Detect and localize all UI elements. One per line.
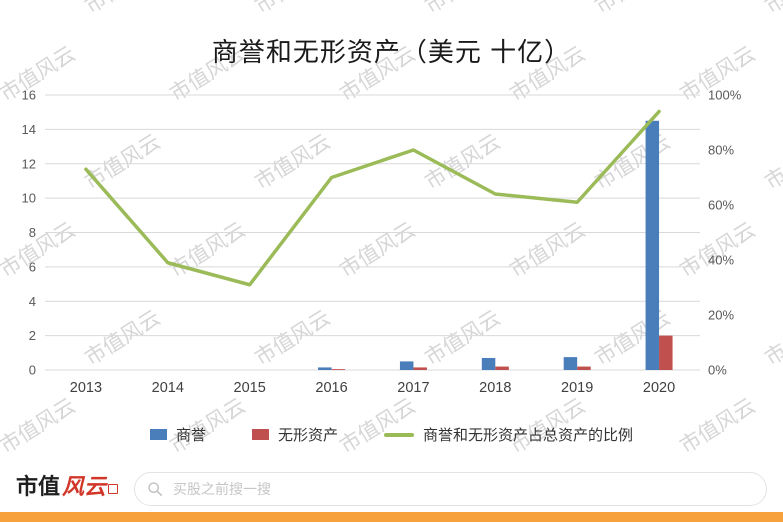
legend-swatch-ratio xyxy=(384,432,414,437)
bar xyxy=(645,120,660,370)
left-axis-tick: 14 xyxy=(22,122,36,137)
left-axis-tick: 6 xyxy=(29,259,36,274)
bar xyxy=(331,369,346,370)
chart-title: 商誉和无形资产（美元 十亿） xyxy=(211,37,572,67)
x-axis-label: 2018 xyxy=(479,380,511,396)
x-axis-label: 2017 xyxy=(397,380,429,396)
left-axis-tick: 0 xyxy=(29,363,36,378)
bottom-accent-bar xyxy=(0,512,783,522)
left-axis-tick: 8 xyxy=(29,225,36,240)
search-icon xyxy=(148,482,163,497)
legend-label-intangibles: 无形资产 xyxy=(277,427,338,444)
trend-line xyxy=(84,109,661,287)
x-axis-label: 2013 xyxy=(70,380,102,396)
legend-item-intangibles: 无形资产 xyxy=(251,424,338,445)
legend-label-goodwill: 商誉 xyxy=(175,427,206,444)
right-axis-tick: 40% xyxy=(708,253,734,268)
left-axis-tick: 10 xyxy=(22,191,36,206)
logo-seal-icon xyxy=(108,484,119,494)
bar xyxy=(577,366,591,370)
x-axis-label: 2020 xyxy=(643,380,675,396)
legend-item-ratio: 商誉和无形资产占总资产的比例 xyxy=(384,424,633,445)
logo-text-red: 风云 xyxy=(62,474,107,499)
right-axis-tick: 100% xyxy=(708,88,742,103)
x-axis-label: 2014 xyxy=(152,380,184,396)
legend-swatch-goodwill xyxy=(149,429,167,440)
right-axis-tick: 20% xyxy=(708,308,734,323)
x-axis-label: 2016 xyxy=(315,380,347,396)
bar xyxy=(659,335,673,370)
left-axis-tick: 12 xyxy=(22,156,36,171)
legend-label-ratio: 商誉和无形资产占总资产的比例 xyxy=(423,427,634,444)
logo: 市值 风云 xyxy=(16,474,119,502)
left-axis-tick: 16 xyxy=(22,88,36,103)
legend-swatch-intangibles xyxy=(251,429,269,440)
left-axis-tick: 2 xyxy=(29,328,36,343)
search-input[interactable] xyxy=(171,480,754,498)
right-axis-tick: 0% xyxy=(708,363,727,378)
x-axis-label: 2019 xyxy=(561,380,593,396)
legend-item-goodwill: 商誉 xyxy=(149,424,206,445)
chart-legend: 商誉 无形资产 商誉和无形资产占总资产的比例 xyxy=(0,424,783,445)
bar xyxy=(413,367,427,370)
footer: 市值 风云 xyxy=(0,466,783,512)
left-axis-tick: 4 xyxy=(29,294,36,309)
logo-text-black: 市值 xyxy=(16,474,61,499)
bar xyxy=(481,357,496,370)
bar xyxy=(318,367,332,370)
search-box[interactable] xyxy=(134,472,767,506)
bar xyxy=(399,361,414,370)
right-axis-tick: 60% xyxy=(708,198,734,213)
bar xyxy=(495,366,509,370)
x-axis-label: 2015 xyxy=(234,380,266,396)
bar xyxy=(563,357,578,370)
right-axis-tick: 80% xyxy=(708,143,734,158)
